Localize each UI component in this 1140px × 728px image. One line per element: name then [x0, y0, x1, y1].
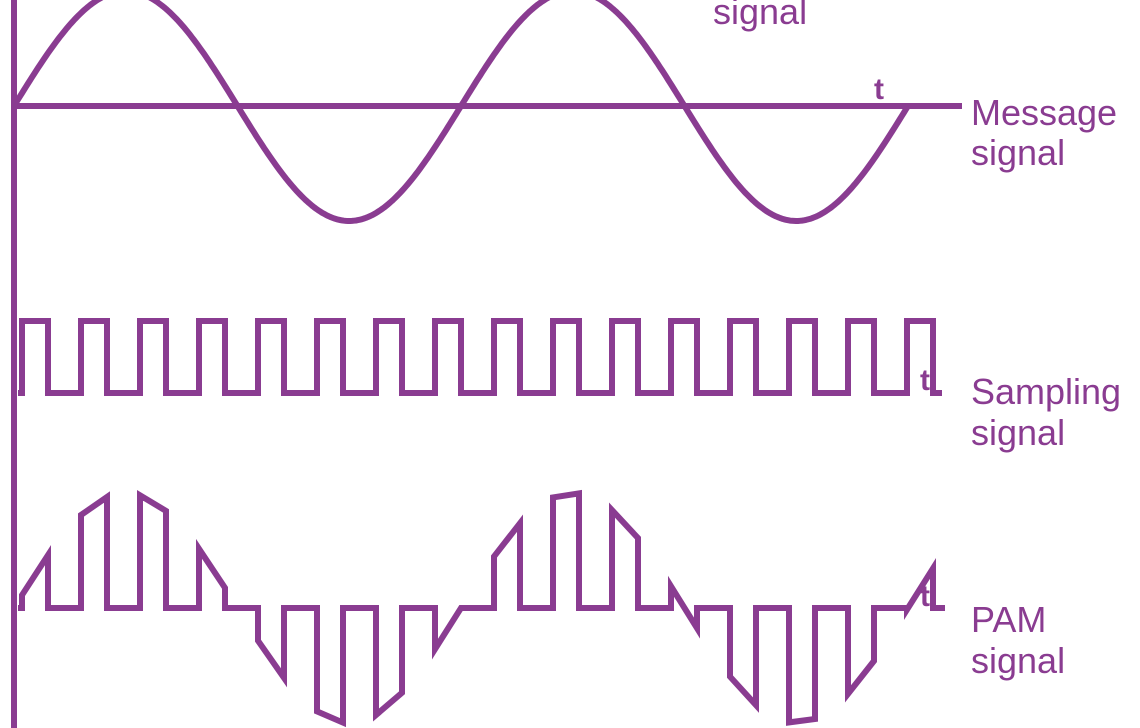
message-label-line1: Message	[971, 92, 1117, 133]
sampling-label-line2: signal	[971, 412, 1065, 453]
message-label-line2: signal	[971, 132, 1065, 173]
pam-label-line1: PAM	[971, 599, 1046, 640]
top-partial-label: signal	[713, 0, 807, 32]
pam-t-label: t	[920, 580, 930, 613]
message-signal-group: t Message signal	[11, 0, 1117, 224]
pam-signal-group: t PAM signal	[18, 489, 1065, 728]
sampling-waveform	[18, 318, 942, 396]
sampling-signal-group: t Sampling signal	[18, 318, 1121, 453]
sampling-t-label: t	[920, 364, 930, 397]
message-t-label: t	[874, 73, 884, 106]
pam-label-line2: signal	[971, 640, 1065, 681]
sampling-label-line1: Sampling	[971, 371, 1121, 412]
pam-waveform	[18, 489, 945, 728]
message-waveform	[11, 0, 911, 224]
